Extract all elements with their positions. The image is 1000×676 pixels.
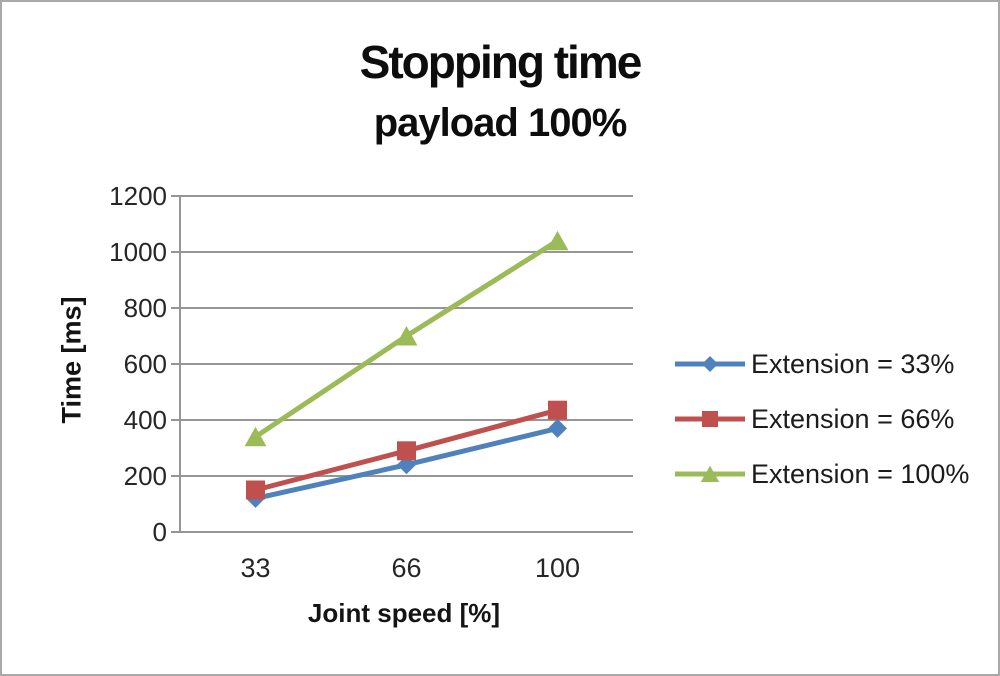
x-tick-label-33: 33 — [240, 553, 271, 583]
legend-label-extension-66: Extension = 66% — [751, 403, 955, 434]
point-extension-100-33 — [244, 426, 267, 447]
legend-triangle-icon — [675, 465, 745, 482]
point-extension-66-66 — [397, 441, 416, 461]
x-tick-label-100: 100 — [534, 553, 581, 583]
chart-title: Stopping time — [359, 36, 643, 88]
legend-triangle-marker — [700, 465, 720, 482]
legend-diamond-marker — [702, 356, 718, 372]
legend-label-extension-33: Extension = 33% — [751, 348, 955, 379]
y-tick-label-400: 400 — [123, 405, 167, 435]
y-tick-label-0: 0 — [152, 517, 167, 547]
point-extension-100-66 — [395, 326, 418, 346]
point-extension-66-100 — [548, 400, 567, 420]
y-tick-label-600: 600 — [123, 349, 167, 379]
legend-diamond-icon — [675, 356, 745, 372]
legend-square-marker — [702, 411, 718, 427]
y-tick-label-1000: 1000 — [109, 237, 167, 267]
point-extension-66-33 — [246, 480, 265, 500]
legend: Extension = 33% Extension = 66% Extension … — [675, 345, 969, 493]
y-tick-label-200: 200 — [123, 461, 167, 491]
legend-item-extension-66: Extension = 66% — [675, 400, 969, 438]
legend-label-extension-100: Extension = 100% — [751, 458, 970, 489]
legend-item-extension-100: Extension = 100% — [675, 455, 969, 493]
y-tick-label-800: 800 — [123, 293, 167, 323]
chart-subtitle: payload 100% — [373, 101, 628, 145]
x-tick-label-66: 66 — [391, 553, 422, 583]
x-axis-title: Joint speed [%] — [307, 598, 501, 628]
y-tick-label-1200: 1200 — [109, 181, 167, 211]
legend-square-icon — [675, 411, 745, 427]
point-extension-33-100 — [548, 418, 567, 438]
legend-item-extension-33: Extension = 33% — [675, 345, 969, 383]
point-extension-100-100 — [546, 230, 569, 251]
